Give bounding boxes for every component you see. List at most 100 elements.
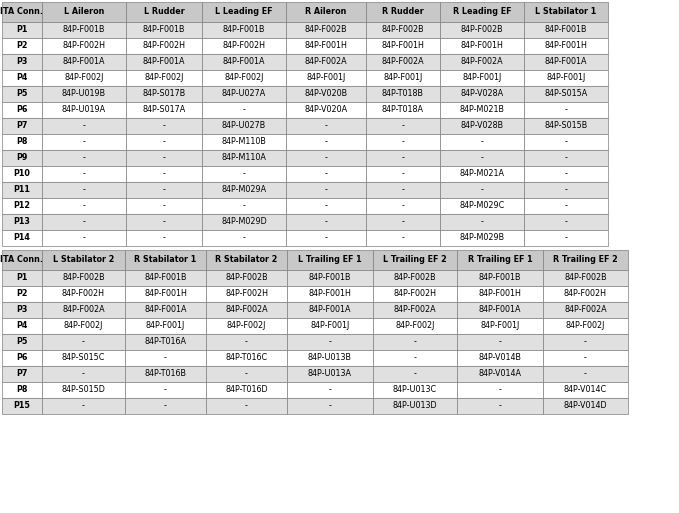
Text: P4: P4 (16, 322, 28, 330)
Text: 84P-F001J: 84P-F001J (462, 73, 502, 83)
Bar (206, 302, 287, 318)
Bar (373, 250, 457, 270)
Text: 84P-F002B: 84P-F002B (62, 273, 105, 283)
Text: P3: P3 (16, 57, 28, 67)
Bar (287, 302, 373, 318)
Bar (206, 382, 287, 398)
Bar (126, 54, 202, 70)
Text: P4: P4 (16, 73, 28, 83)
Bar (42, 398, 125, 414)
Text: 84P-F002B: 84P-F002B (225, 273, 268, 283)
Text: -: - (564, 218, 568, 227)
Text: P8: P8 (16, 137, 28, 147)
Text: 84P-F001A: 84P-F001A (62, 57, 105, 67)
Bar (2, 302, 42, 318)
Text: 84P-T016D: 84P-T016D (225, 385, 268, 394)
Bar (202, 182, 286, 198)
Bar (125, 318, 206, 334)
Bar (206, 286, 287, 302)
Text: 84P-F002A: 84P-F002A (382, 57, 424, 67)
Text: 84P-U027B: 84P-U027B (222, 122, 266, 130)
Bar (543, 318, 628, 334)
Bar (457, 302, 543, 318)
Bar (543, 334, 628, 350)
Bar (286, 118, 366, 134)
Bar (206, 366, 287, 382)
Bar (287, 382, 373, 398)
Text: -: - (164, 385, 167, 394)
Text: -: - (83, 233, 86, 243)
Bar (2, 382, 42, 398)
Text: 84P-F002J: 84P-F002J (64, 322, 103, 330)
Text: P14: P14 (14, 233, 31, 243)
Bar (286, 214, 366, 230)
Text: -: - (325, 233, 327, 243)
Bar (366, 54, 440, 70)
Text: -: - (325, 202, 327, 210)
Text: R Trailing EF 1: R Trailing EF 1 (468, 255, 532, 265)
Bar (2, 214, 42, 230)
Bar (202, 198, 286, 214)
Text: 84P-F001A: 84P-F001A (223, 57, 265, 67)
Bar (42, 382, 125, 398)
Text: -: - (401, 233, 405, 243)
Text: -: - (401, 137, 405, 147)
Text: 84P-F001A: 84P-F001A (479, 306, 521, 314)
Text: 84P-V014B: 84P-V014B (479, 353, 521, 363)
Text: 84P-F002B: 84P-F002B (382, 26, 424, 34)
Text: -: - (481, 218, 483, 227)
Bar (440, 214, 524, 230)
Text: -: - (414, 353, 416, 363)
Text: 84P-F002A: 84P-F002A (564, 306, 607, 314)
Text: -: - (83, 122, 86, 130)
Text: L Trailing EF 2: L Trailing EF 2 (383, 255, 447, 265)
Text: -: - (325, 218, 327, 227)
Text: P13: P13 (14, 218, 31, 227)
Bar (206, 334, 287, 350)
Text: -: - (481, 153, 483, 163)
Text: 84P-F002H: 84P-F002H (223, 42, 265, 50)
Bar (2, 134, 42, 150)
Bar (287, 398, 373, 414)
Text: -: - (498, 338, 501, 346)
Bar (440, 86, 524, 102)
Text: P1: P1 (16, 273, 28, 283)
Text: 84P-M021A: 84P-M021A (460, 169, 504, 179)
Text: R Stabilator 2: R Stabilator 2 (215, 255, 278, 265)
Text: -: - (325, 137, 327, 147)
Bar (524, 38, 608, 54)
Text: -: - (245, 338, 248, 346)
Bar (543, 366, 628, 382)
Bar (2, 22, 42, 38)
Text: R Trailing EF 2: R Trailing EF 2 (553, 255, 618, 265)
Text: 84P-F001H: 84P-F001H (144, 289, 187, 299)
Text: -: - (564, 186, 568, 194)
Bar (126, 22, 202, 38)
Text: 84P-F002A: 84P-F002A (62, 306, 105, 314)
Bar (366, 166, 440, 182)
Text: 84P-F001J: 84P-F001J (146, 322, 185, 330)
Text: -: - (83, 202, 86, 210)
Text: -: - (584, 353, 587, 363)
Bar (42, 250, 125, 270)
Text: 84P-U019A: 84P-U019A (62, 106, 106, 114)
Bar (126, 198, 202, 214)
Bar (287, 350, 373, 366)
Bar (2, 182, 42, 198)
Text: 84P-F001J: 84P-F001J (306, 73, 346, 83)
Text: 84P-T018A: 84P-T018A (382, 106, 424, 114)
Bar (2, 166, 42, 182)
Bar (126, 70, 202, 86)
Bar (524, 230, 608, 246)
Bar (366, 22, 440, 38)
Bar (457, 366, 543, 382)
Text: -: - (82, 402, 85, 410)
Bar (543, 302, 628, 318)
Bar (126, 134, 202, 150)
Bar (202, 102, 286, 118)
Text: 84P-F002B: 84P-F002B (564, 273, 607, 283)
Text: P7: P7 (16, 369, 28, 379)
Bar (125, 302, 206, 318)
Bar (373, 270, 457, 286)
Bar (2, 54, 42, 70)
